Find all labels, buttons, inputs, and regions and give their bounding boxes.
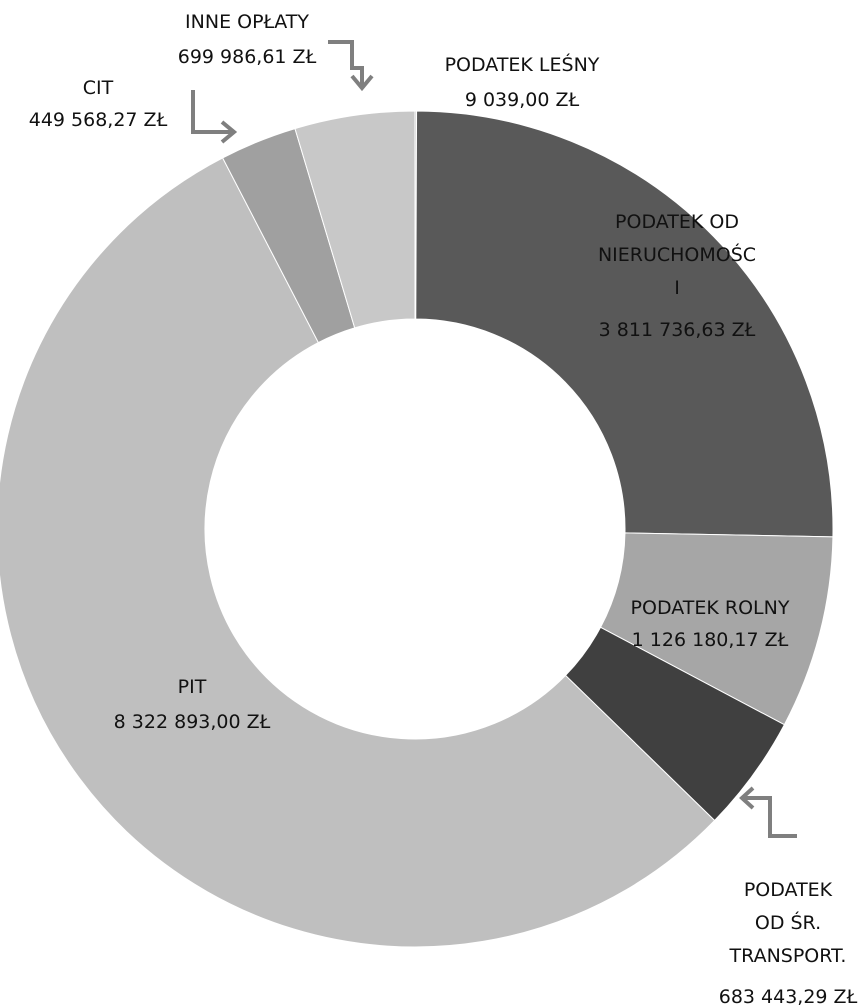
category-label: INNE OPŁATY bbox=[185, 11, 309, 33]
arrow-head bbox=[739, 786, 755, 810]
value-label: 9 039,00 ZŁ bbox=[465, 89, 580, 111]
arrow bbox=[191, 90, 232, 134]
arrow bbox=[742, 796, 797, 838]
arrow bbox=[328, 40, 364, 88]
value-label: 449 568,27 ZŁ bbox=[29, 109, 168, 131]
leader-arrows bbox=[191, 40, 797, 838]
category-label: CIT bbox=[83, 77, 114, 99]
category-label: PIT bbox=[178, 676, 207, 698]
donut-slice bbox=[294, 110, 416, 329]
category-label: PODATEK LEŚNY bbox=[445, 52, 600, 76]
value-label: 699 986,61 ZŁ bbox=[178, 46, 317, 68]
value-label: 1 126 180,17 ZŁ bbox=[632, 629, 789, 651]
category-label: PODATEK OD NIERUCHOMOŚC I bbox=[598, 211, 756, 299]
value-label: 683 443,29 ZŁ bbox=[719, 986, 858, 1007]
donut-slice bbox=[415, 110, 834, 538]
value-label: 8 322 893,00 ZŁ bbox=[114, 711, 271, 733]
arrow-head bbox=[220, 120, 238, 144]
donut-slice bbox=[0, 157, 716, 948]
arrow-head bbox=[350, 74, 374, 92]
value-label: 3 811 736,63 ZŁ bbox=[599, 319, 756, 341]
category-label: PODATEK ROLNY bbox=[631, 597, 790, 619]
category-label: PODATEK OD ŚR. TRANSPORT. bbox=[729, 879, 847, 967]
